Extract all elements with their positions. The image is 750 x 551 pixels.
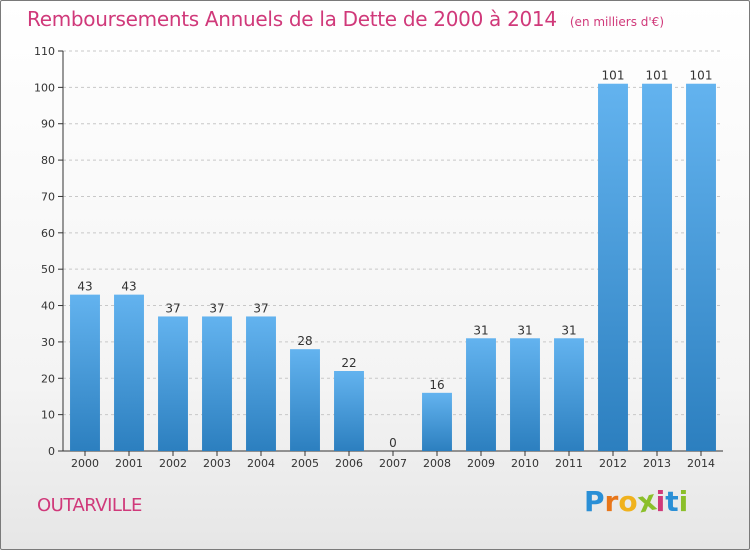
bar-value-label: 31 (561, 323, 576, 337)
y-tick-label: 100 (34, 81, 55, 94)
bar-value-label: 37 (165, 301, 180, 315)
y-tick-label: 0 (48, 445, 55, 458)
x-tick-label: 2012 (599, 457, 627, 470)
bar-value-label: 0 (389, 436, 397, 450)
bar (554, 338, 584, 451)
bar (290, 349, 320, 451)
bar-value-label: 28 (297, 334, 312, 348)
bar-value-label: 101 (602, 69, 625, 83)
brand-letter: o (618, 485, 638, 518)
x-tick-label: 2007 (379, 457, 407, 470)
x-tick-label: 2005 (291, 457, 319, 470)
bar (642, 83, 672, 452)
y-tick-label: 40 (41, 300, 55, 313)
bar-value-label: 31 (473, 323, 488, 337)
bar-value-label: 101 (690, 69, 713, 83)
bar (246, 316, 276, 451)
y-tick-label: 70 (41, 190, 55, 203)
bar (466, 338, 496, 451)
chart-title-row: Remboursements Annuels de la Dette de 20… (27, 7, 664, 31)
brand-letter: P (584, 485, 605, 518)
y-tick-label: 10 (41, 409, 55, 422)
y-tick-label: 30 (41, 336, 55, 349)
y-tick-label: 50 (41, 263, 55, 276)
x-tick-label: 2002 (159, 457, 187, 470)
x-tick-label: 2010 (511, 457, 539, 470)
bar-value-label: 37 (253, 301, 268, 315)
bar (114, 294, 144, 451)
x-tick-label: 2013 (643, 457, 671, 470)
x-tick-label: 2009 (467, 457, 495, 470)
y-tick-label: 60 (41, 227, 55, 240)
x-tick-label: 2000 (71, 457, 99, 470)
bar (202, 316, 232, 451)
y-tick-label: 90 (41, 118, 55, 131)
x-tick-label: 2006 (335, 457, 363, 470)
brand-letter: i (655, 485, 666, 518)
chart-unit: (en milliers d'€) (569, 15, 664, 29)
bar-value-label: 31 (517, 323, 532, 337)
x-tick-label: 2011 (555, 457, 583, 470)
bar (158, 316, 188, 451)
y-tick-label: 80 (41, 154, 55, 167)
bar-value-label: 22 (341, 356, 356, 370)
brand-letter: r (604, 485, 619, 518)
commune-name: OUTARVILLE (37, 495, 142, 516)
x-tick-label: 2014 (687, 457, 715, 470)
bar (334, 371, 364, 451)
x-tick-label: 2004 (247, 457, 275, 470)
bar-value-label: 43 (121, 280, 136, 294)
brand-letter: t (665, 485, 679, 518)
bar-value-label: 37 (209, 301, 224, 315)
chart-title: Remboursements Annuels de la Dette de 20… (27, 7, 557, 31)
bar (70, 294, 100, 451)
bar-value-label: 43 (77, 280, 92, 294)
bar (422, 392, 452, 451)
bar (510, 338, 540, 451)
y-tick-label: 110 (34, 45, 55, 58)
proxiti-logo: Proxiti (584, 483, 689, 519)
x-tick-label: 2001 (115, 457, 143, 470)
bar-value-label: 16 (429, 378, 444, 392)
x-tick-label: 2003 (203, 457, 231, 470)
brand-letter: i (678, 485, 689, 518)
bar (598, 83, 628, 452)
bar-value-label: 101 (646, 69, 669, 83)
bar (686, 83, 716, 452)
x-tick-label: 2008 (423, 457, 451, 470)
y-tick-label: 20 (41, 372, 55, 385)
